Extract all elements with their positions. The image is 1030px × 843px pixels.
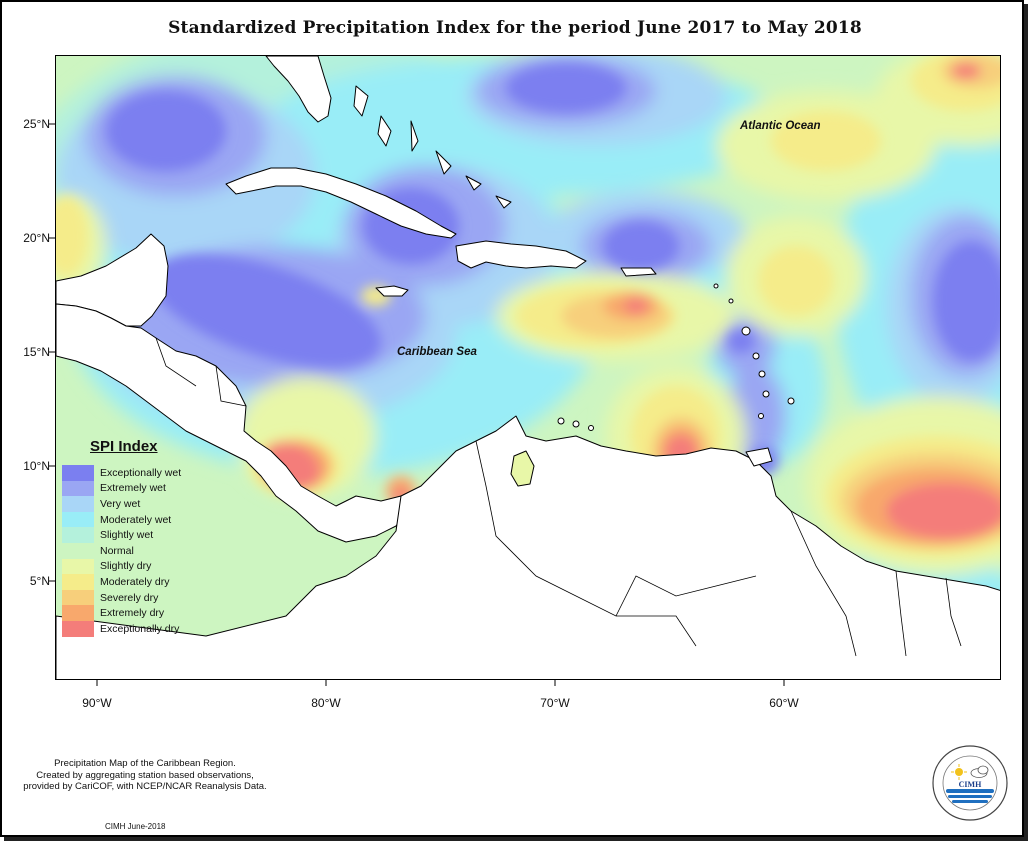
land-florida (265, 56, 332, 123)
legend-swatch (62, 589, 94, 606)
land-central-america (56, 303, 407, 543)
legend-item: Exceptionally dry (62, 620, 181, 637)
legend-label: Slightly dry (100, 560, 152, 573)
legend-label: Severely dry (100, 591, 159, 604)
caribbean-sea-label: Caribbean Sea (397, 346, 477, 358)
legend-label: Slightly wet (100, 529, 154, 542)
footnote-line-2: Created by aggregating station based obs… (36, 769, 254, 781)
land-maracaibo-lake (510, 450, 535, 487)
water-waves-icon (946, 789, 994, 803)
cloud-icon (970, 765, 989, 778)
legend-item: Moderately dry (62, 574, 181, 590)
legend-swatch (62, 620, 94, 637)
lon-label-60w: 60°W (769, 696, 799, 710)
legend-label: Moderately dry (100, 575, 170, 588)
legend-swatch (62, 511, 94, 528)
sun-icon (951, 764, 967, 780)
legend-item: Normal (62, 542, 181, 559)
land-puerto-rico (620, 267, 657, 277)
spi-legend: SPI Index Exceptionally wet Extremely wet… (62, 438, 181, 637)
legend-item: Severely dry (62, 589, 181, 606)
legend-swatch (62, 574, 94, 590)
legend-label: Normal (100, 544, 134, 557)
lon-label-80w: 80°W (311, 696, 341, 710)
legend-item: Extremely wet (62, 480, 181, 497)
footnote-line-1: Precipitation Map of the Caribbean Regio… (54, 758, 236, 769)
lon-label-90w: 90°W (82, 696, 112, 710)
legend-swatch (62, 465, 94, 481)
land-south-america (56, 415, 1000, 679)
atlantic-ocean-label: Atlantic Ocean (740, 120, 821, 132)
map-title: Standardized Precipitation Index for the… (168, 18, 862, 38)
land-cuba (225, 167, 457, 239)
legend-label: Extremely wet (100, 482, 166, 495)
legend-label: Exceptionally wet (100, 466, 182, 479)
spi-map (55, 55, 1001, 680)
lat-label-10n: 10°N (23, 459, 50, 473)
legend-item: Extremely dry (62, 605, 181, 621)
legend-swatch (62, 480, 94, 497)
legend-item: Exceptionally wet (62, 465, 181, 481)
land-trinidad (745, 447, 773, 467)
lat-label-5n: 5°N (29, 574, 50, 588)
lat-label-20n: 20°N (23, 231, 50, 245)
legend-swatch (62, 605, 94, 621)
land-hispaniola (455, 240, 587, 269)
legend-swatch (62, 542, 94, 559)
lon-label-70w: 70°W (540, 696, 570, 710)
legend-label: Moderately wet (100, 513, 172, 526)
footnote-line-3: provided by CariCOF, with NCEP/NCAR Rean… (23, 781, 267, 792)
legend-swatch (62, 496, 94, 512)
legend-item: Slightly wet (62, 527, 181, 543)
legend-item: Slightly dry (62, 558, 181, 575)
legend-rows: Exceptionally wet Extremely wet Very wet Mo… (62, 465, 181, 637)
legend-title: SPI Index (90, 438, 158, 455)
legend-label: Extremely dry (100, 607, 165, 620)
legend-swatch (62, 558, 94, 575)
cimh-logo: CIMH (931, 744, 1009, 822)
lat-label-25n: 25°N (23, 117, 50, 131)
footnote: Precipitation Map of the Caribbean Regio… (0, 758, 290, 793)
lat-label-15n: 15°N (23, 345, 50, 359)
date-note: CIMH June-2018 (105, 822, 166, 831)
legend-item: Moderately wet (62, 511, 181, 528)
logo-text: CIMH (959, 780, 982, 789)
land-jamaica (375, 285, 409, 297)
legend-item: Very wet (62, 496, 181, 512)
legend-label: Very wet (100, 497, 141, 510)
legend-label: Exceptionally dry (100, 622, 180, 635)
legend-swatch (62, 527, 94, 543)
